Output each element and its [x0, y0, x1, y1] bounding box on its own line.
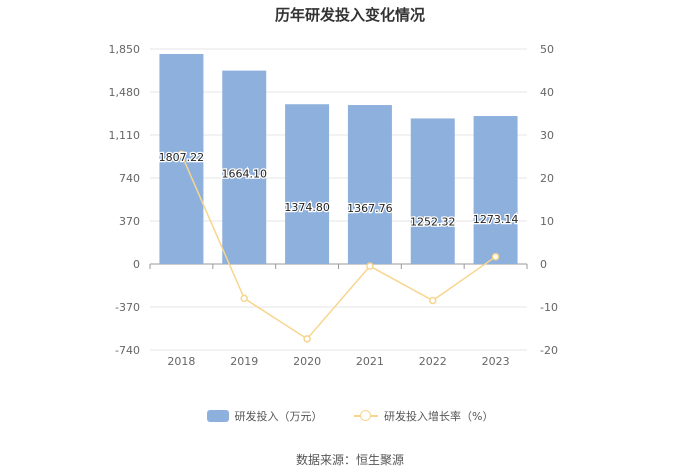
legend-swatch-bar	[206, 410, 229, 422]
x-tick-label: 2022	[419, 355, 447, 368]
y-right-tick-label: -10	[540, 301, 558, 314]
bar-data-label: 1252.32	[410, 215, 456, 228]
legend-item-line[interactable]: 研发投入增长率（%）	[354, 408, 493, 424]
growth-point	[491, 252, 500, 261]
y-left-tick-label: 1,480	[109, 86, 141, 99]
legend-label-bar: 研发投入（万元）	[234, 410, 323, 423]
y-right-tick-label: 20	[540, 172, 554, 185]
growth-point	[240, 294, 248, 303]
bar-data-label: 1374.80	[284, 201, 330, 214]
legend-item-bar[interactable]: 研发投入（万元）	[206, 408, 323, 424]
growth-line	[180, 154, 497, 340]
legend: 研发投入（万元） 研发投入增长率（%）	[0, 408, 700, 425]
legend-label-line: 研发投入增长率（%）	[384, 410, 494, 423]
growth-point	[429, 296, 437, 305]
y-left-tick-label: 0	[133, 258, 140, 271]
y-right-tick-label: 50	[540, 43, 554, 56]
source-note: 数据来源：恒生聚源	[295, 453, 404, 467]
chart-title: 历年研发投入变化情况	[274, 6, 425, 24]
bar	[473, 116, 518, 264]
growth-point	[303, 335, 311, 343]
growth-point	[366, 262, 374, 270]
y-right-tick-label: 0	[540, 258, 547, 271]
y-right-tick-label: 30	[540, 129, 554, 142]
bar	[222, 70, 267, 265]
bar-data-label: 1273.14	[473, 213, 519, 226]
x-tick-label: 2023	[482, 355, 510, 368]
y-left-tick-label: 1,110	[109, 129, 141, 142]
y-right-tick-label: 10	[540, 215, 554, 228]
bar	[347, 105, 392, 265]
x-tick-label: 2018	[167, 355, 195, 368]
y-left-tick-label: 1,850	[109, 43, 141, 56]
bar	[410, 118, 455, 264]
y-left-tick-label: -740	[115, 344, 140, 357]
x-tick-label: 2020	[293, 355, 321, 368]
bar-data-label: 1807.22	[159, 151, 205, 164]
y-right-tick-label: -20	[540, 344, 558, 357]
y-left-tick-label: 370	[119, 215, 140, 228]
y-left-tick-label: -370	[115, 301, 140, 314]
y-right-tick-label: 40	[540, 86, 554, 99]
y-left-tick-label: 740	[119, 172, 140, 185]
bar	[285, 104, 330, 264]
x-tick-label: 2021	[356, 355, 384, 368]
legend-swatch-line	[354, 410, 379, 422]
bar	[159, 53, 204, 265]
bar-data-label: 1664.10	[222, 168, 268, 181]
bar-data-label: 1367.76	[347, 202, 393, 215]
x-tick-label: 2019	[230, 355, 258, 368]
growth-point	[177, 150, 186, 159]
